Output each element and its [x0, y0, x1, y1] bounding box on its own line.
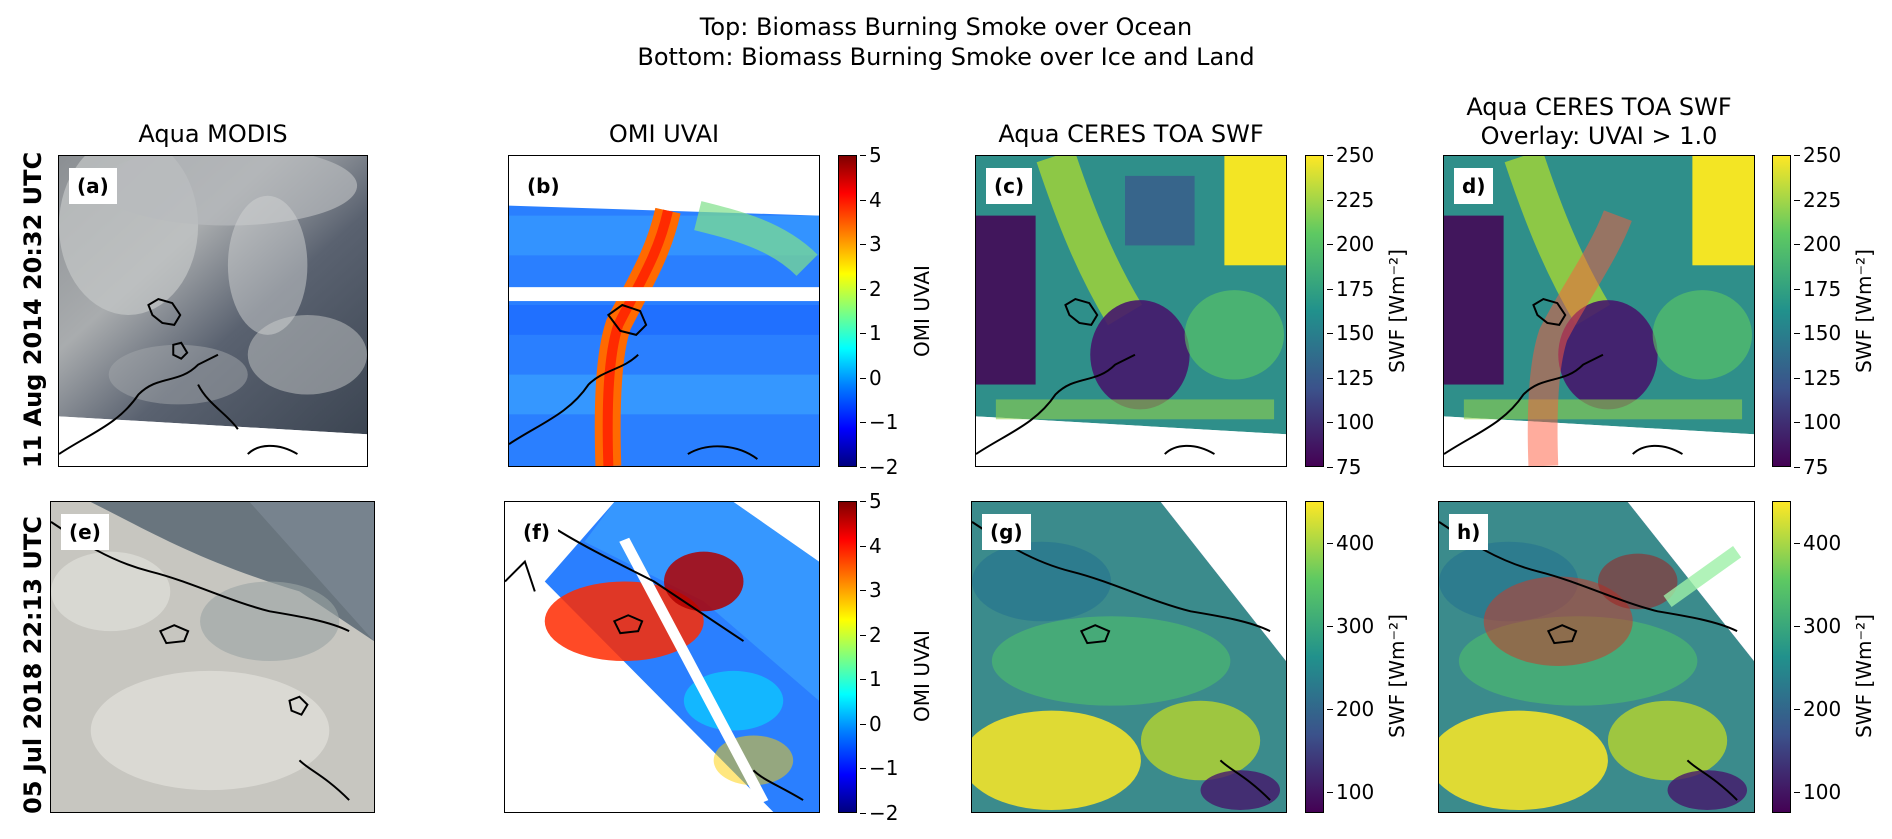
- column-title-overlay-line-2: Overlay: UVAI > 1.0: [1480, 122, 1718, 150]
- uvai-top-tick-5: 5: [860, 143, 882, 167]
- figure-title-line-1: Top: Biomass Burning Smoke over Ocean: [699, 13, 1193, 41]
- colorbar-label-swf-top-c: SWF [Wm⁻²]: [1385, 249, 1409, 373]
- uvai-top-tick-0: 0: [860, 366, 882, 390]
- panel-f-omi-uvai: (f): [504, 501, 820, 813]
- uvai-bottom-tick-4: 4: [860, 534, 882, 558]
- swf-top-c-tick-150: 150: [1326, 321, 1375, 345]
- swf-top-d-tick-225: 225: [1793, 188, 1842, 212]
- column-title-overlay-line-1: Aqua CERES TOA SWF: [1466, 93, 1732, 121]
- swf-top-c-tick-75: 75: [1326, 455, 1362, 479]
- uvai-top-tick-m1: −1: [859, 410, 899, 434]
- swf-top-c-tick-225: 225: [1326, 188, 1375, 212]
- panel-label-f: (f): [515, 514, 558, 550]
- swf-bottom-g-tick-100: 100: [1326, 780, 1375, 804]
- colorbar-uvai-bottom: [838, 501, 857, 813]
- colorbar-label-swf-top-d: SWF [Wm⁻²]: [1852, 249, 1876, 373]
- panel-e-modis-true-color: (e): [50, 501, 375, 813]
- panel-label-c: (c): [986, 168, 1033, 204]
- colorbar-label-uvai-top: OMI UVAI: [910, 265, 934, 357]
- swf-top-d-tick-100: 100: [1793, 410, 1842, 434]
- panel-label-b: (b): [519, 168, 568, 204]
- panel-g-ceres-swf: (g): [971, 501, 1287, 813]
- figure-title-line-2: Bottom: Biomass Burning Smoke over Ice a…: [637, 43, 1255, 71]
- colorbar-swf-top-c: [1305, 155, 1324, 467]
- panel-label-d: d): [1454, 168, 1494, 204]
- uvai-bottom-tick-2: 2: [860, 623, 882, 647]
- swf-top-c-tick-125: 125: [1326, 366, 1375, 390]
- column-title-modis: Aqua MODIS: [138, 120, 288, 148]
- uvai-top-tick-m2: −2: [859, 455, 899, 479]
- swf-top-c-tick-175: 175: [1326, 277, 1375, 301]
- colorbar-label-swf-bottom-h: SWF [Wm⁻²]: [1852, 614, 1876, 738]
- panel-label-g: (g): [982, 514, 1031, 550]
- swf-top-c-tick-200: 200: [1326, 232, 1375, 256]
- uvai-bottom-tick-3: 3: [860, 578, 882, 602]
- swf-top-d-tick-200: 200: [1793, 232, 1842, 256]
- panel-label-a: (a): [69, 168, 117, 204]
- colorbar-label-swf-bottom-g: SWF [Wm⁻²]: [1385, 614, 1409, 738]
- panel-b-omi-uvai: (b): [508, 155, 820, 467]
- swf-bottom-g-tick-200: 200: [1326, 697, 1375, 721]
- panel-label-e: (e): [61, 514, 109, 550]
- uvai-bottom-tick-0: 0: [860, 712, 882, 736]
- swf-top-d-tick-250: 250: [1793, 143, 1842, 167]
- column-title-ceres: Aqua CERES TOA SWF: [998, 120, 1264, 148]
- row-label-top: 11 Aug 2014 20:32 UTC: [19, 151, 47, 469]
- swf-top-d-tick-75: 75: [1793, 455, 1829, 479]
- uvai-bottom-tick-5: 5: [860, 489, 882, 513]
- colorbar-swf-top-d: [1772, 155, 1791, 467]
- swf-bottom-h-tick-200: 200: [1793, 697, 1842, 721]
- swf-bottom-g-tick-400: 400: [1326, 531, 1375, 555]
- swf-bottom-g-tick-300: 300: [1326, 614, 1375, 638]
- swf-top-d-tick-150: 150: [1793, 321, 1842, 345]
- swf-bottom-h-tick-300: 300: [1793, 614, 1842, 638]
- colorbar-swf-bottom-g: [1305, 501, 1324, 813]
- panel-c-ceres-swf: (c): [975, 155, 1287, 467]
- panel-h-ceres-overlay: h): [1438, 501, 1755, 813]
- swf-bottom-h-tick-100: 100: [1793, 780, 1842, 804]
- swf-top-d-tick-175: 175: [1793, 277, 1842, 301]
- uvai-bottom-tick-1: 1: [860, 667, 882, 691]
- swf-top-d-tick-125: 125: [1793, 366, 1842, 390]
- row-label-bottom: 05 Jul 2018 22:13 UTC: [19, 516, 47, 814]
- uvai-top-tick-1: 1: [860, 321, 882, 345]
- colorbar-swf-bottom-h: [1772, 501, 1791, 813]
- panel-d-ceres-overlay: d): [1443, 155, 1755, 467]
- uvai-bottom-tick-m2: −2: [859, 801, 899, 825]
- panel-label-h: h): [1449, 514, 1489, 550]
- uvai-bottom-tick-m1: −1: [859, 756, 899, 780]
- uvai-top-tick-4: 4: [860, 188, 882, 212]
- swf-bottom-h-tick-400: 400: [1793, 531, 1842, 555]
- swf-top-c-tick-100: 100: [1326, 410, 1375, 434]
- column-title-omi: OMI UVAI: [608, 120, 720, 148]
- colorbar-uvai-top: [838, 155, 857, 467]
- swf-top-c-tick-250: 250: [1326, 143, 1375, 167]
- uvai-top-tick-2: 2: [860, 277, 882, 301]
- uvai-top-tick-3: 3: [860, 232, 882, 256]
- panel-a-modis-true-color: (a): [58, 155, 368, 467]
- colorbar-label-uvai-bottom: OMI UVAI: [910, 630, 934, 722]
